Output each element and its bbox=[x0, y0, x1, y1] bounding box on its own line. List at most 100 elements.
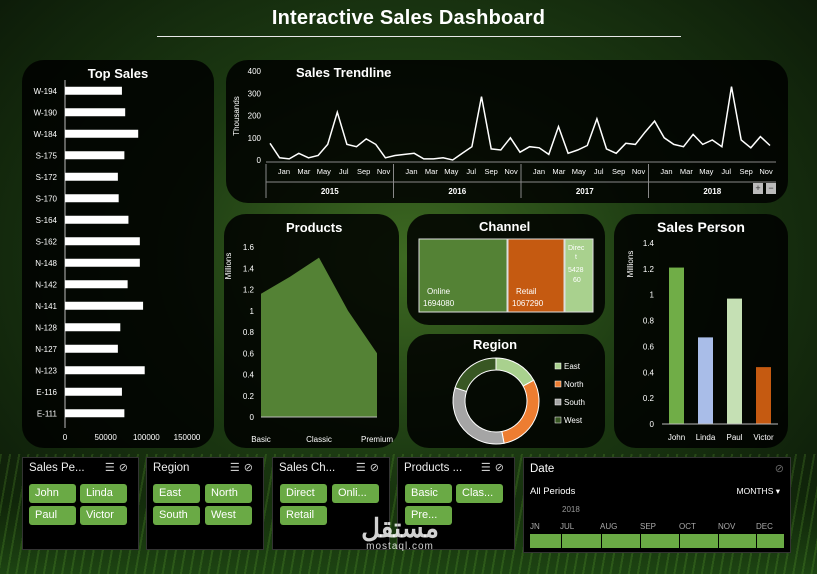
category-label: E-111 bbox=[37, 409, 58, 418]
slicer-item-west[interactable]: West bbox=[205, 506, 252, 525]
timeline-month: JUL bbox=[560, 522, 575, 531]
slicer-title: Region bbox=[153, 462, 190, 474]
treemap-label: Online bbox=[427, 287, 451, 296]
products-chart: Millions 0 0.2 0.4 0.6 0.8 1 1.2 1.4 1.6 Basic Clas… bbox=[224, 243, 393, 444]
year-label: 2018 bbox=[703, 187, 721, 196]
month-tick-label: May bbox=[444, 167, 458, 176]
tick-label: 0 bbox=[250, 413, 255, 422]
month-tick-label: Jan bbox=[405, 167, 417, 176]
slicer-item-online[interactable]: Onli... bbox=[332, 484, 379, 503]
tick-label: 300 bbox=[248, 89, 262, 98]
slicer-item-john[interactable]: John bbox=[29, 484, 76, 503]
y-axis-label: Millions bbox=[626, 251, 635, 278]
zoom-out-button[interactable]: − bbox=[766, 183, 776, 194]
bar bbox=[65, 215, 129, 224]
date-periods: All Periods bbox=[530, 486, 576, 497]
month-tick-label: Nov bbox=[632, 167, 646, 176]
clear-filter-icon[interactable]: ⊘ bbox=[774, 463, 784, 475]
bar bbox=[727, 298, 742, 424]
multiselect-icon[interactable]: ☰⊘ bbox=[229, 462, 257, 474]
donut-slice bbox=[501, 379, 540, 444]
slicer-item-retail[interactable]: Retail bbox=[280, 506, 327, 525]
zoom-in-button[interactable]: + bbox=[753, 183, 763, 194]
slicer-item-classic[interactable]: Clas... bbox=[456, 484, 503, 503]
category-label: N-128 bbox=[35, 323, 57, 332]
treemap-value: 5428 bbox=[568, 267, 584, 274]
category-label: S-175 bbox=[36, 151, 58, 160]
treemap-value: 1067290 bbox=[512, 299, 544, 308]
legend-swatch bbox=[554, 362, 562, 370]
month-tick-label: Jan bbox=[660, 167, 672, 176]
tick-label: 150000 bbox=[174, 433, 201, 442]
tick-label: 100 bbox=[248, 134, 262, 143]
legend-swatch bbox=[554, 398, 562, 406]
month-tick-label: May bbox=[317, 167, 331, 176]
multiselect-icon[interactable]: ☰⊘ bbox=[104, 462, 132, 474]
tick-label: 1.2 bbox=[643, 265, 655, 274]
top-sales-chart: W-194 W-190 W-184 S-175 S-172 S-170 S-164 S-162… bbox=[34, 80, 201, 442]
sales-person-panel: Sales Person Millions 0 0.2 0.4 0.6 0.8 1 1.2 1.… bbox=[614, 214, 788, 448]
category-label: S-172 bbox=[36, 173, 58, 182]
slicer-item-north[interactable]: North bbox=[205, 484, 252, 503]
multiselect-icon[interactable]: ☰⊘ bbox=[355, 462, 383, 474]
tick-label: 1.2 bbox=[243, 286, 255, 295]
tick-label: 50000 bbox=[95, 433, 118, 442]
month-tick-label: Nov bbox=[504, 167, 518, 176]
tick-label: 200 bbox=[248, 112, 262, 121]
slicer-item-south[interactable]: South bbox=[153, 506, 200, 525]
time-level-dropdown[interactable]: MONTHS ▾ bbox=[736, 486, 780, 496]
tick-label: 0.8 bbox=[243, 328, 255, 337]
top-sales-panel: Top Sales W-194 W-190 W-184 S-175 S-172 S-170… bbox=[22, 60, 214, 448]
month-tick-label: Jul bbox=[594, 167, 604, 176]
legend-label: North bbox=[564, 380, 584, 389]
year-label: 2015 bbox=[321, 187, 339, 196]
slicer-item-victor[interactable]: Victor bbox=[80, 506, 127, 525]
category-label: Victor bbox=[753, 433, 774, 442]
slicer-item-direct[interactable]: Direct bbox=[280, 484, 327, 503]
slicer-item-basic[interactable]: Basic bbox=[405, 484, 452, 503]
bar bbox=[65, 323, 121, 332]
slicer-item-linda[interactable]: Linda bbox=[80, 484, 127, 503]
legend-label: West bbox=[564, 416, 583, 425]
bar bbox=[65, 409, 125, 418]
region-panel: Region East North South West bbox=[407, 334, 605, 448]
tick-label: 0 bbox=[650, 420, 655, 429]
dashboard-title: Interactive Sales Dashboard bbox=[271, 7, 546, 29]
month-tick-label: Jan bbox=[533, 167, 545, 176]
treemap-rect bbox=[418, 238, 508, 313]
region-title: Region bbox=[473, 337, 518, 352]
slicer-item-paul[interactable]: Paul bbox=[29, 506, 76, 525]
legend-label: East bbox=[564, 362, 581, 371]
category-label: E-116 bbox=[36, 388, 57, 397]
treemap-label: Direc bbox=[568, 245, 585, 252]
month-tick-label: Jul bbox=[721, 167, 731, 176]
year-label: 2017 bbox=[576, 187, 594, 196]
category-label: N-141 bbox=[35, 302, 57, 311]
timeline-bar[interactable] bbox=[530, 534, 784, 548]
bar bbox=[65, 237, 140, 246]
tick-label: 0.6 bbox=[243, 349, 255, 358]
slicer-title: Products ... bbox=[404, 462, 463, 474]
category-label: Paul bbox=[726, 433, 742, 442]
tick-label: 0.8 bbox=[643, 317, 655, 326]
category-label: W-194 bbox=[34, 87, 58, 96]
treemap-label: Retail bbox=[516, 287, 537, 296]
timeline-month: AUG bbox=[600, 522, 618, 531]
area-series bbox=[261, 257, 377, 417]
category-label: S-162 bbox=[36, 237, 58, 246]
donut-slice bbox=[454, 357, 497, 393]
tick-label: 1 bbox=[650, 291, 655, 300]
month-tick-label: Nov bbox=[377, 167, 391, 176]
month-tick-label: Mar bbox=[680, 167, 693, 176]
category-label: N-123 bbox=[35, 366, 57, 375]
slicer-item-premium[interactable]: Pre... bbox=[405, 506, 452, 525]
month-tick-label: Jul bbox=[466, 167, 476, 176]
treemap-rect bbox=[507, 238, 565, 313]
month-tick-label: Sep bbox=[612, 167, 625, 176]
trendline-title: Sales Trendline bbox=[296, 65, 392, 80]
multiselect-icon[interactable]: ☰⊘ bbox=[480, 462, 508, 474]
products-slicer: Products ... ☰⊘ Basic Clas... Pre... bbox=[397, 457, 515, 550]
category-label: N-148 bbox=[35, 259, 57, 268]
slicer-item-east[interactable]: East bbox=[153, 484, 200, 503]
month-tick-label: Jul bbox=[339, 167, 349, 176]
